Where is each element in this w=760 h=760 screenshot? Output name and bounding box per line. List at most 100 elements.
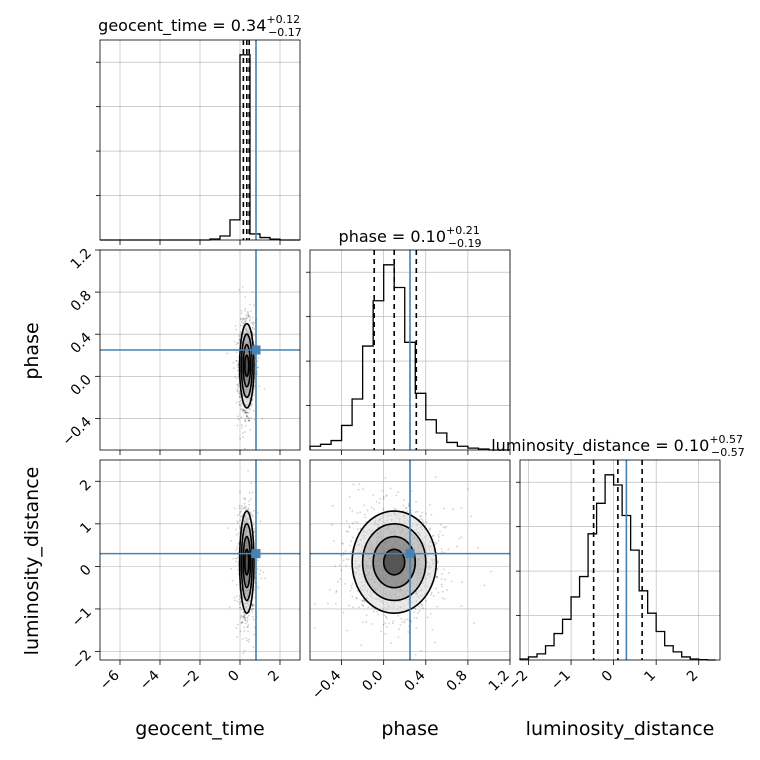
sample-point [253,333,256,336]
sample-point [235,627,238,629]
sample-point [395,494,398,497]
sample-point [358,606,360,609]
sample-point [239,408,242,411]
xtick-label-geocent_time: −6 [97,667,123,693]
sample-point [239,324,242,327]
sample-point [251,611,253,613]
sample-point [244,411,246,414]
sample-point [346,629,348,632]
xtick-label-phase: −0.4 [309,667,344,702]
sample-point [398,628,400,631]
sample-point [236,363,239,366]
sample-point [244,411,247,414]
sample-point [452,508,455,511]
histogram-luminosity_distance [516,460,720,661]
sample-point [253,386,256,389]
sample-point [242,322,245,325]
sample-point [382,508,385,511]
sample-point [237,342,240,345]
sample-point [253,322,255,324]
sample-point [384,495,387,498]
sample-point [257,357,260,359]
sample-point [438,536,440,538]
sample-point [334,602,337,605]
xlabel-luminosity-distance: luminosity_distance [526,718,715,740]
sample-point [345,530,348,533]
sample-point [251,403,254,406]
sample-point [226,527,229,529]
xtick-label-phase: 0.0 [359,668,386,695]
sample-point [248,500,251,503]
sample-point [248,491,251,494]
sample-point [436,576,439,578]
sample-point [428,504,431,506]
sample-point [253,304,255,307]
sample-point [402,504,405,507]
sample-point [237,369,240,372]
sample-point [242,321,245,324]
sample-point [421,603,424,606]
sample-point [253,530,255,533]
sample-point [243,502,246,505]
xtick-label-geocent_time: −4 [137,667,163,693]
sample-point [436,560,439,563]
sample-point [245,412,247,415]
sample-point [351,595,354,598]
sample-point [350,587,353,590]
sample-point [238,338,241,341]
sample-point [264,577,266,580]
sample-point [235,359,238,362]
xtick-label-geocent_time: −2 [177,668,203,694]
sample-point [240,505,243,508]
sample-point [435,587,438,590]
title-geocent-time: geocent_time = 0.34+0.12 −0.17 [98,13,302,39]
sample-point [422,607,424,610]
sample-point [429,527,431,530]
sample-point [436,567,439,570]
sample-point [245,317,248,320]
sample-point [243,614,245,617]
sample-point [373,508,376,511]
sample-point [426,616,429,619]
sample-point [349,589,352,592]
sample-point [435,576,438,579]
sample-point [242,615,245,618]
sample-point [252,524,255,526]
sample-point [249,303,251,306]
sample-point [379,497,382,500]
sample-point [233,340,236,343]
sample-point [351,583,354,585]
sample-point [245,314,247,317]
sample-point [331,504,334,507]
sample-point [251,605,253,607]
sample-point [239,490,241,493]
sample-point [237,384,239,387]
sample-point [239,519,241,522]
sample-point [240,615,243,618]
sample-point [241,432,244,435]
sample-point [434,543,437,546]
sample-point [356,590,359,593]
sample-point [244,622,247,625]
sample-point [236,557,239,559]
sample-point [243,616,246,619]
sample-point [364,513,366,516]
sample-point [246,616,249,619]
sample-point [355,597,358,600]
sample-point [239,318,242,321]
sample-point [253,530,256,533]
sample-point [384,476,387,479]
sample-point [418,605,421,608]
sample-point [244,613,247,616]
sample-point [245,505,248,508]
sample-point [429,528,431,531]
sample-point [350,540,353,543]
sample-point [240,309,243,312]
sample-point [244,318,247,321]
sample-point [313,626,316,629]
sample-point [232,361,235,364]
sample-point [434,541,436,544]
sample-point [251,321,254,324]
sample-point [425,599,428,602]
